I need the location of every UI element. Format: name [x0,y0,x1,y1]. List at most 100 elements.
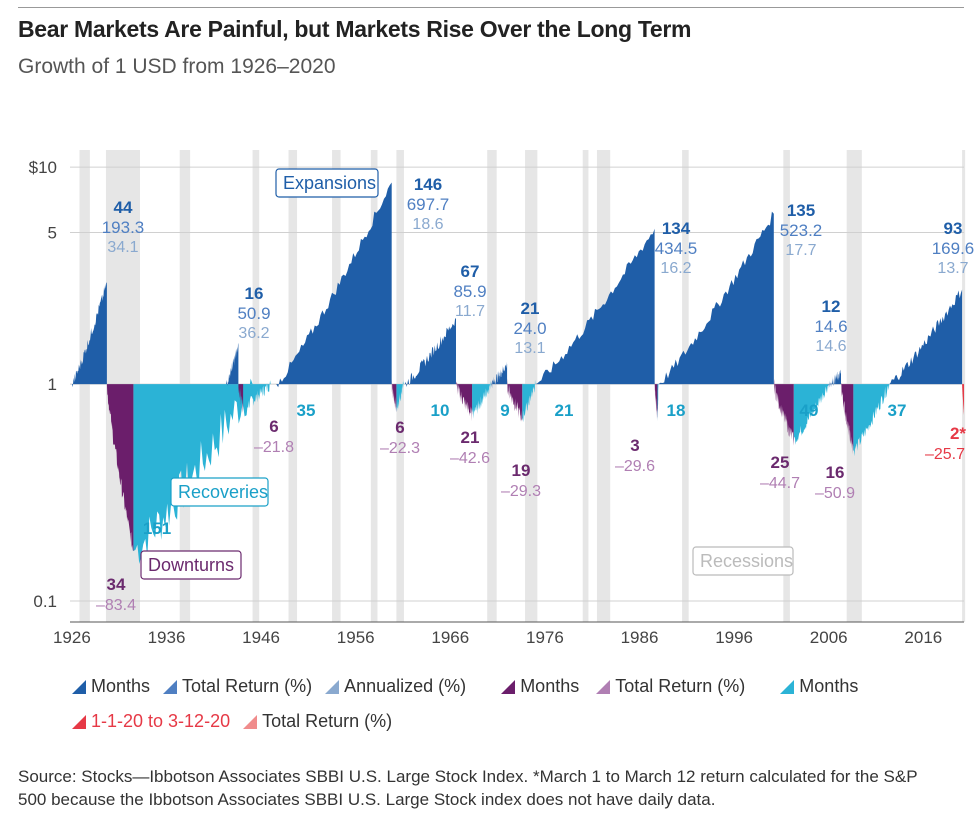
y-tick-label: 5 [48,223,57,242]
bear-months-label: 6 [395,418,404,437]
legend-swatch [163,679,178,694]
recovery-area [793,384,829,445]
current-total-return-label: –25.7 [925,446,965,463]
legend-item-bull-total-return: Total Return (%) [163,676,312,697]
legend-item-bull-annualized: Annualized (%) [325,676,466,697]
x-tick-label: 1986 [621,628,659,647]
bull-market-area [71,282,107,388]
bull-months-label: 44 [114,198,133,217]
annotation-expansions-box [275,168,379,198]
legend-item-recovery-months: Months [780,676,858,697]
x-tick-label: 1996 [715,628,753,647]
legend-item-current-total-return: Total Return (%) [243,711,392,732]
bull-months-label: 21 [521,299,540,318]
recovery-area [243,380,271,409]
y-tick-label: 0.1 [33,592,57,611]
x-tick-label: 1946 [242,628,280,647]
legend-swatch [243,714,258,729]
bear-total-return-label: –22.3 [380,440,420,457]
bull-annualized-label: 17.7 [785,242,816,259]
bull-market-area [404,318,456,387]
bear-total-return-label: –29.6 [615,458,655,475]
recession-band [682,150,689,622]
legend-item-bear-months: Months [501,676,579,697]
bear-total-return-label: –50.9 [815,485,855,502]
bear-months-label: 25 [771,453,790,472]
bull-annualized-label: 34.1 [107,239,138,256]
legend-swatch [72,679,86,694]
y-tick-label: $10 [29,158,57,177]
legend-swatch [501,679,516,694]
annotation-downturns: Downturns [148,555,234,575]
bull-annualized-label: 18.6 [412,216,443,233]
bull-annualized-label: 11.7 [455,303,485,320]
recovery-area [657,380,659,422]
annotation-recoveries-box [170,477,269,507]
recession-band [288,150,298,622]
bull-annualized-label: 14.6 [815,338,846,355]
annotation-recessions: Recessions [700,551,793,571]
bear-months-label: 16 [826,463,845,482]
bull-total-return-label: 169.6 [932,239,975,258]
annotation-expansions: Expansions [283,173,376,193]
bull-months-label: 67 [461,262,480,281]
recovery-area [522,379,536,423]
recovery-months-label: 18 [667,401,686,420]
recovery-months-label: 151 [143,519,171,538]
bear-total-return-label: –83.4 [96,597,136,614]
legend-swatch [780,679,795,694]
bear-market-area [106,384,134,551]
bull-total-return-label: 14.6 [814,317,847,336]
x-tick-label: 1936 [148,628,186,647]
legend-swatch [325,679,340,694]
x-tick-label: 1956 [337,628,375,647]
bull-market-area [276,182,392,388]
bull-total-return-label: 85.9 [453,282,486,301]
legend-item-current-period: 1-1-20 to 3-12-20 [72,711,230,732]
recovery-months-label: 35 [297,401,316,420]
recovery-months-label: 9 [500,401,509,420]
bear-months-label: 21 [461,428,480,447]
legend-swatch [72,714,86,729]
bull-months-label: 93 [944,219,963,238]
x-tick-label: 2016 [904,628,942,647]
recovery-area [853,384,890,457]
recovery-months-label: 37 [888,401,907,420]
bull-annualized-label: 13.7 [937,260,968,277]
x-tick-label: 1926 [53,628,91,647]
chart-subtitle: Growth of 1 USD from 1926–2020 [18,55,336,78]
x-tick-label: 1966 [431,628,469,647]
bull-annualized-label: 13.1 [514,340,545,357]
bear-total-return-label: –21.8 [254,439,294,456]
bull-total-return-label: 434.5 [655,239,698,258]
bull-months-label: 135 [787,201,815,220]
bull-total-return-label: 50.9 [237,304,270,323]
bull-total-return-label: 193.3 [102,218,145,237]
current-decline-area [962,384,964,415]
bull-months-label: 146 [414,175,442,194]
bear-market-area [841,382,854,455]
recession-band [332,150,341,622]
x-tick-label: 1976 [526,628,564,647]
bear-market-area [654,380,658,421]
annotation-recoveries: Recoveries [178,482,268,502]
legend-row-2: 1-1-20 to 3-12-20 Total Return (%) [72,711,392,734]
bear-market-area [455,381,473,422]
recession-band [596,150,611,622]
bear-market-area [507,378,523,422]
legend-item-bear-total-return: Total Return (%) [596,676,745,697]
legend-row-1: Months Total Return (%) Annualized (%) M… [72,676,858,699]
bull-total-return-label: 523.2 [780,221,823,240]
x-tick-label: 2006 [810,628,848,647]
y-tick-label: 1 [48,375,57,394]
bull-total-return-label: 697.7 [407,195,450,214]
recovery-area [396,379,404,413]
recession-band [582,150,589,622]
bull-annualized-label: 36.2 [238,325,269,342]
bear-total-return-label: –44.7 [760,475,800,492]
bull-months-label: 12 [822,297,841,316]
recession-band [79,150,90,622]
current-months-label: 2* [950,424,966,443]
bear-market-area [391,379,397,412]
legend-item-bull-months: Months [72,676,150,697]
